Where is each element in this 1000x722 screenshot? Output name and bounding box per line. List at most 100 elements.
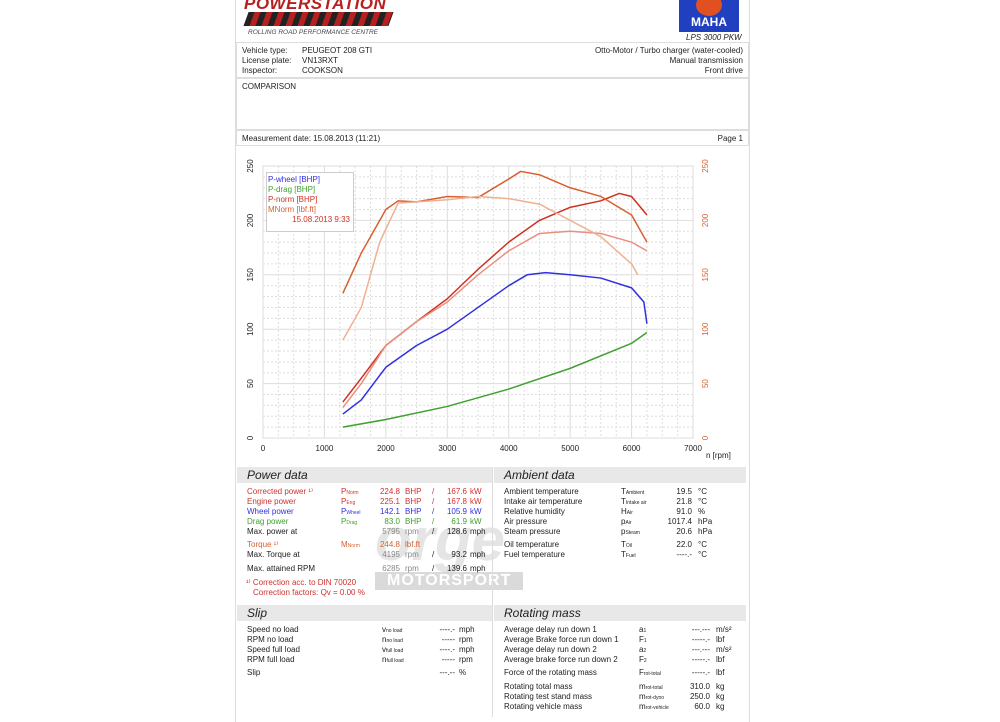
power-row-value: 83.0	[384, 517, 400, 526]
slip-row-value: -----	[441, 635, 455, 644]
power-row-unit: BHP	[405, 487, 422, 496]
x-tick-label: 7000	[684, 444, 702, 453]
slip-row-value: -----	[441, 655, 455, 664]
rotating-row-unit: m/s²	[716, 625, 732, 634]
slip-row-value: ---.--	[439, 668, 455, 677]
ambient-row-unit: %	[698, 507, 706, 516]
power-row-separator: /	[432, 497, 435, 506]
x-tick-label: 0	[261, 444, 266, 453]
rotating-row-value: ---.---	[691, 625, 710, 634]
slip-row-unit: rpm	[459, 655, 473, 664]
power-row-unit: rpm	[405, 550, 419, 559]
rotating-row-label: Rotating total mass	[504, 682, 573, 691]
series-line-mnorm	[342, 170, 648, 294]
power-row-value2: 93.2	[451, 550, 467, 559]
symbol: nno load	[382, 635, 403, 644]
power-row-label: Wheel power	[247, 507, 294, 516]
chart-legend: P-wheel [BHP] P-drag [BHP] P-norm [BHP] …	[266, 172, 354, 232]
maha-logo: MAHA	[679, 0, 739, 32]
symbol: PEng	[341, 497, 356, 506]
page-number: Page 1	[717, 134, 743, 143]
series-line-p-wheel	[342, 271, 648, 415]
ambient-row-value: 21.8	[676, 497, 692, 506]
rotating-row-unit: kg	[716, 692, 725, 701]
dyno-model: LPS 3000 PKW	[686, 33, 742, 42]
rotating-row-unit: lbf	[716, 635, 725, 644]
symbol: vfull load	[382, 645, 404, 654]
ambient-row-label: Ambient temperature	[504, 487, 579, 496]
rotating-row-label: Average brake force run down 2	[504, 655, 618, 664]
ambient-row-label: Intake air temperature	[504, 497, 583, 506]
legend-p-wheel: P-wheel [BHP]	[268, 175, 321, 184]
power-row-label: Corrected power ¹⁾	[247, 487, 313, 496]
rotating-row-label: Average delay run down 2	[504, 645, 597, 654]
symbol: PWheel	[341, 507, 361, 516]
slip-row-label: Speed no load	[247, 625, 299, 634]
power-row-value2: 61.9	[451, 517, 467, 526]
power-row-unit2: mph	[470, 527, 486, 536]
rotating-row-value: -----.-	[691, 655, 710, 664]
power-row-value: 225.1	[379, 497, 400, 506]
power-row-unit2: mph	[470, 550, 486, 559]
inspector-label: Inspector:	[242, 66, 278, 75]
engine-type: Otto-Motor / Turbo charger (water-cooled…	[594, 46, 743, 55]
ambient-row-unit: hPa	[698, 527, 713, 536]
symbol: HAir	[621, 507, 633, 516]
symbol: mrot-dyno	[639, 692, 665, 701]
slip-row-unit: rpm	[459, 635, 473, 644]
power-row-label: Engine power	[247, 497, 296, 506]
power-row-label: Drag power	[247, 517, 289, 526]
power-row-unit: BHP	[405, 507, 422, 516]
slip-row-value: ----.-	[439, 645, 455, 654]
y-tick-label-right: 100	[701, 322, 710, 336]
ambient-row-unit: °C	[698, 540, 707, 549]
symbol: TAmbient	[621, 487, 645, 496]
y-tick-label-left: 100	[246, 322, 255, 336]
power-row-value: 5795	[382, 527, 400, 536]
watermark-logo: orge	[375, 506, 506, 573]
power-row-value: 4195	[382, 550, 400, 559]
legend-m-norm: MNorm [lbf.ft]	[268, 205, 317, 214]
rotating-row-unit: lbf	[716, 668, 725, 677]
power-row-label: Max. power at	[247, 527, 298, 536]
y-tick-label-left: 50	[246, 379, 255, 388]
measurement-date: Measurement date: 15.08.2013 (11:21)	[242, 134, 381, 143]
rotating-row-value: -----.-	[691, 668, 710, 677]
power-row-value2: 139.6	[446, 564, 467, 573]
symbol: pSteam	[621, 527, 640, 536]
power-row-separator: /	[432, 487, 435, 496]
y-tick-label-left: 0	[246, 435, 255, 440]
slip-row-label: RPM no load	[247, 635, 294, 644]
slip-row-label: Speed full load	[247, 645, 300, 654]
rotating-row-label: Rotating test stand mass	[504, 692, 593, 701]
power-row-label: Torque ¹⁾	[247, 540, 279, 549]
power-row-value2: 167.8	[446, 497, 467, 506]
rotating-row-unit: m/s²	[716, 645, 732, 654]
comment-box	[236, 78, 749, 130]
power-row-value2: 105.9	[446, 507, 467, 516]
rotating-row-value: 310.0	[689, 682, 710, 691]
slip-row-unit: mph	[459, 625, 475, 634]
power-row-value: 6285	[382, 564, 400, 573]
powerstation-logo: POWERSTATION	[244, 0, 387, 13]
y-tick-label-left: 250	[246, 159, 255, 173]
comment: COMPARISON	[242, 82, 297, 91]
logo-subtitle: ROLLING ROAD PERFORMANCE CENTRE	[248, 29, 379, 36]
ambient-row-label: Fuel temperature	[504, 550, 565, 559]
vehicle-info	[236, 42, 749, 78]
ambient-row-value: 19.5	[676, 487, 692, 496]
ambient-row-label: Oil temperature	[504, 540, 560, 549]
slip-row-unit: mph	[459, 645, 475, 654]
rotating-row-unit: kg	[716, 682, 725, 691]
ambient-row-value: 1017.4	[667, 517, 692, 526]
vehicle-type-label: Vehicle type:	[242, 46, 288, 55]
drive: Front drive	[704, 66, 743, 75]
symbol: F2	[639, 655, 647, 664]
power-row-unit2: mph	[470, 564, 486, 573]
ambient-row-value: ----.-	[676, 550, 692, 559]
symbol: TIntake air	[621, 497, 647, 506]
y-tick-label-right: 150	[701, 268, 710, 282]
rotating-row-value: 60.0	[694, 702, 710, 711]
power-row-separator: /	[432, 550, 435, 559]
ambient-row-label: Steam pressure	[504, 527, 561, 536]
